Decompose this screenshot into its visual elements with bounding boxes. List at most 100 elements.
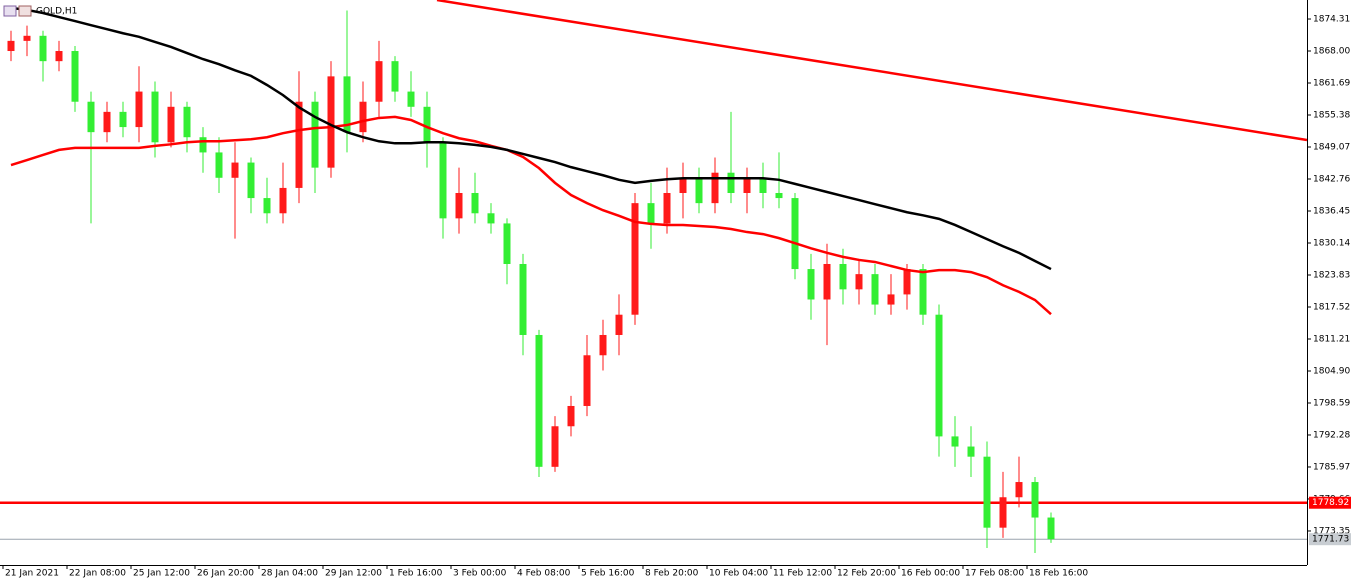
- x-tick-label: 17 Feb 08:00: [965, 569, 1024, 579]
- candle-body: [695, 177, 703, 204]
- candle-body: [151, 91, 159, 143]
- candle-body: [487, 213, 495, 224]
- candle-body: [855, 274, 863, 290]
- trendline: [436, 0, 1307, 142]
- candle-body: [407, 91, 415, 107]
- candle-body: [103, 111, 111, 133]
- candle-body: [791, 198, 799, 270]
- candle-body: [199, 137, 207, 153]
- x-tick-label: 10 Feb 04:00: [709, 569, 768, 579]
- x-tick-label: 5 Feb 16:00: [581, 569, 635, 579]
- candle-body: [455, 192, 463, 219]
- candle-body: [39, 35, 47, 62]
- candle-body: [295, 101, 303, 188]
- candle-body: [7, 40, 15, 52]
- y-tick-label: 1855.38: [1313, 111, 1350, 121]
- x-tick-label: 22 Jan 08:00: [69, 569, 126, 579]
- x-tick-label: 4 Feb 08:00: [517, 569, 571, 579]
- candle-body: [887, 294, 895, 305]
- y-tick-label: 1830.14: [1313, 238, 1350, 248]
- candle-body: [775, 192, 783, 199]
- y-tick-label: 1798.59: [1313, 398, 1350, 408]
- y-tick-label: 1868.00: [1313, 47, 1350, 57]
- y-tick-label: 1773.35: [1313, 526, 1350, 536]
- candle-body: [1015, 482, 1023, 498]
- candle-body: [23, 35, 31, 41]
- candle-body: [423, 106, 431, 143]
- last-price-box: [1309, 533, 1351, 546]
- candle-body: [135, 91, 143, 128]
- candle-body: [615, 314, 623, 335]
- candle-body: [647, 203, 655, 224]
- candle-body: [391, 61, 399, 92]
- candle-body: [375, 61, 383, 102]
- x-tick-label: 28 Jan 04:00: [261, 569, 318, 579]
- candle-body: [807, 269, 815, 300]
- x-tick-label: 12 Feb 20:00: [837, 569, 896, 579]
- x-tick-label: 29 Jan 12:00: [325, 569, 382, 579]
- candle-body: [727, 172, 735, 193]
- candle-body: [951, 436, 959, 447]
- candle-body: [87, 101, 95, 133]
- candle-body: [343, 76, 351, 133]
- candle-body: [1031, 482, 1039, 518]
- candle-body: [119, 111, 127, 128]
- x-tick-label: 25 Jan 12:00: [133, 569, 190, 579]
- y-tick-label: 1792.28: [1313, 430, 1350, 440]
- candle-body: [359, 101, 367, 133]
- x-tick-label: 1 Feb 16:00: [389, 569, 443, 579]
- plot-area: [0, 0, 1307, 554]
- candle-body: [999, 497, 1007, 528]
- candle-body: [231, 162, 239, 178]
- candle-body: [439, 142, 447, 219]
- candle-body: [759, 177, 767, 193]
- candle-body: [535, 334, 543, 467]
- candle-body: [215, 152, 223, 178]
- candle-body: [663, 192, 671, 224]
- candle-body: [679, 177, 687, 193]
- y-tick-label: 1836.45: [1313, 207, 1350, 217]
- candle-body: [311, 101, 319, 168]
- x-tick-label: 21 Jan 2021: [5, 569, 59, 579]
- moving-average: [10, 115, 1052, 316]
- candle-body: [839, 263, 847, 290]
- y-tick-label: 1804.90: [1313, 366, 1350, 376]
- symbol-icon: [18, 5, 32, 17]
- candle-body: [71, 51, 79, 102]
- x-tick-label: 16 Feb 00:00: [901, 569, 960, 579]
- y-tick-label: 1817.52: [1313, 302, 1350, 312]
- candle-body: [711, 172, 719, 204]
- candle-body: [903, 269, 911, 295]
- candle-body: [327, 76, 335, 168]
- level-label: 1778.92: [1312, 498, 1349, 508]
- x-tick-label: 8 Feb 20:00: [645, 569, 699, 579]
- level-label-box: [1309, 496, 1351, 509]
- candle-body: [503, 223, 511, 264]
- candle-body: [935, 314, 943, 437]
- y-tick-label: 1785.97: [1313, 462, 1350, 472]
- x-tick-label: 3 Feb 00:00: [453, 569, 507, 579]
- candle-body: [743, 177, 751, 193]
- candle-body: [471, 192, 479, 214]
- y-tick-label: 1811.21: [1313, 334, 1350, 344]
- candle-body: [823, 263, 831, 300]
- candle-body: [1047, 517, 1055, 540]
- candle-body: [551, 426, 559, 467]
- y-tick-label: 1842.76: [1313, 175, 1350, 185]
- symbol-icon: [3, 5, 17, 17]
- candle-body: [599, 334, 607, 356]
- candle-body: [567, 405, 575, 427]
- moving-average: [10, 6, 1052, 271]
- y-tick-label: 1861.69: [1313, 79, 1350, 89]
- last-price-label: 1771.73: [1312, 535, 1349, 545]
- y-tick-label: 1823.83: [1313, 270, 1350, 280]
- candle-body: [183, 106, 191, 138]
- candle-body: [983, 456, 991, 528]
- candle-body: [519, 263, 527, 335]
- x-tick-label: 18 Feb 16:00: [1029, 569, 1088, 579]
- candle-body: [631, 203, 639, 315]
- y-tick-label: 1874.31: [1313, 15, 1350, 25]
- candle-body: [919, 269, 927, 315]
- candle-body: [263, 198, 271, 214]
